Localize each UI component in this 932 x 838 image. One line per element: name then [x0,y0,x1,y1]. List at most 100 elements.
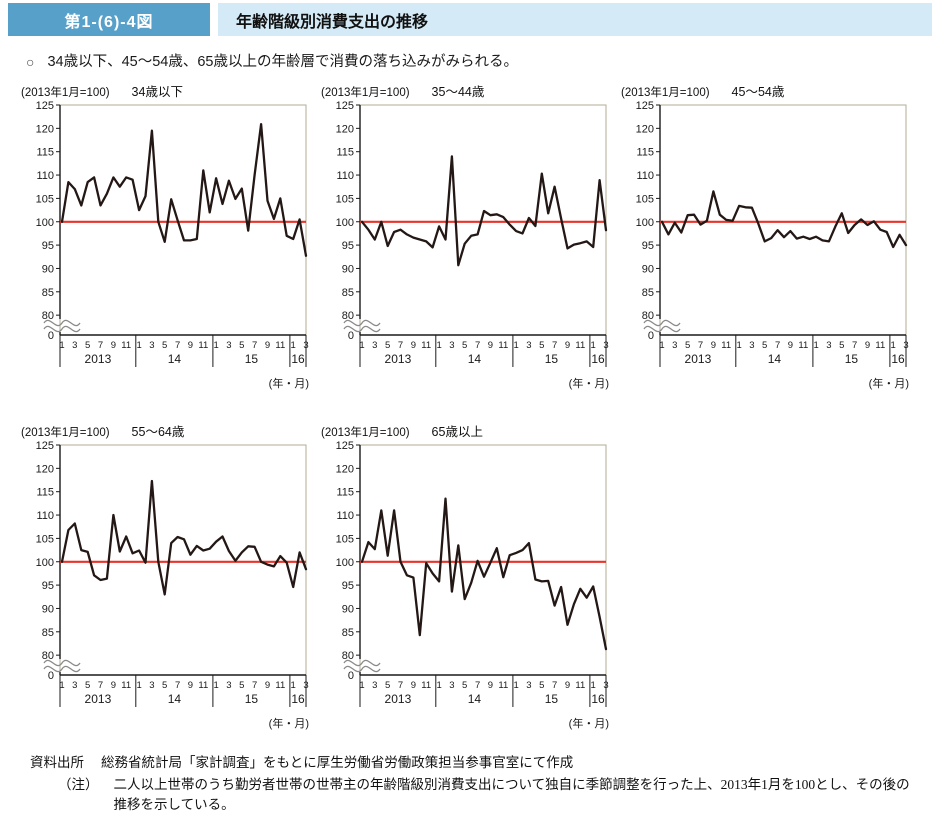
svg-text:7: 7 [398,340,403,351]
chart-title: (2013年1月=100) 55〜64歳 [20,421,312,441]
svg-text:9: 9 [265,340,270,351]
footer: 資料出所 総務省統計局「家計調査」をもとに厚生労働省労働政策担当参事官室にて作成… [30,753,932,816]
age-group-label: 34歳以下 [131,84,183,99]
svg-text:1: 1 [591,340,596,351]
svg-text:1: 1 [436,340,441,351]
svg-text:5: 5 [762,340,767,351]
note-row: （注） 二人以上世帯のうち勤労者世帯の世帯主の年齢階級別消費支出について独自に季… [58,775,932,816]
svg-text:2013: 2013 [385,692,412,706]
svg-text:3: 3 [449,680,454,691]
svg-text:14: 14 [468,352,482,366]
svg-text:11: 11 [498,340,508,351]
svg-text:14: 14 [468,692,482,706]
svg-text:85: 85 [42,287,54,299]
svg-text:5: 5 [85,680,90,691]
axis-break-icon [343,325,381,333]
svg-text:7: 7 [775,340,780,351]
svg-text:7: 7 [175,680,180,691]
summary-line: ○ 34歳以下、45〜54歳、65歳以上の年齢層で消費の落ち込みがみられる。 [26,53,932,72]
svg-text:9: 9 [711,340,716,351]
axis-unit-label: (年・月) [269,716,309,730]
svg-text:3: 3 [749,340,754,351]
svg-text:15: 15 [845,352,859,366]
svg-text:11: 11 [198,340,208,351]
charts-row-2: (2013年1月=100) 55〜64歳 125 120 115 110 105 100 95 9… [20,421,932,737]
svg-text:3: 3 [226,340,231,351]
svg-text:95: 95 [42,240,54,252]
svg-text:120: 120 [36,463,54,475]
svg-text:125: 125 [36,441,54,452]
chart-panel: (2013年1月=100) 65歳以上 125 120 115 110 105 100 95 90… [320,421,612,737]
svg-text:9: 9 [565,680,570,691]
chart-title: (2013年1月=100) 35〜44歳 [320,81,612,101]
y-axis: 125 120 115 110 105 100 95 90 85 80 0 [336,101,381,342]
axis-unit-label: (年・月) [869,376,909,390]
svg-text:1: 1 [359,680,364,691]
figure-number-label: 第1-(6)-4図 [64,13,154,31]
chart-panel: (2013年1月=100) 35〜44歳 125 120 115 110 105 100 95 9… [320,81,612,397]
svg-text:5: 5 [462,680,467,691]
svg-text:9: 9 [488,340,493,351]
svg-text:5: 5 [162,680,167,691]
chart-panel: (2013年1月=100) 45〜54歳 125 120 115 110 105 100 95 9… [620,81,912,397]
svg-text:100: 100 [36,217,54,229]
svg-text:115: 115 [636,147,654,159]
svg-text:11: 11 [575,340,585,351]
age-group-label: 65歳以上 [431,424,483,439]
svg-text:11: 11 [875,340,885,351]
svg-text:14: 14 [168,352,182,366]
svg-text:16: 16 [291,352,305,366]
svg-text:110: 110 [336,510,354,522]
figure-title: 年齢階級別消費支出の推移 [236,13,429,31]
svg-text:7: 7 [698,340,703,351]
axis-break-icon [343,665,381,673]
svg-text:90: 90 [42,263,54,275]
svg-text:9: 9 [188,680,193,691]
svg-text:5: 5 [539,340,544,351]
svg-text:15: 15 [245,352,259,366]
svg-text:105: 105 [36,193,54,205]
svg-text:1: 1 [591,680,596,691]
svg-text:15: 15 [545,352,559,366]
svg-text:3: 3 [449,340,454,351]
svg-text:125: 125 [636,101,654,112]
svg-text:100: 100 [336,557,354,569]
axis-break-icon [643,325,681,333]
svg-text:85: 85 [342,287,354,299]
svg-text:5: 5 [162,340,167,351]
age-group-label: 55〜64歳 [131,424,185,439]
svg-text:105: 105 [636,193,654,205]
source-label: 資料出所 [30,754,84,770]
svg-text:0: 0 [48,330,54,342]
svg-text:1: 1 [359,340,364,351]
svg-text:125: 125 [336,101,354,112]
chart-title: (2013年1月=100) 45〜54歳 [620,81,912,101]
svg-text:85: 85 [342,627,354,639]
svg-text:115: 115 [336,147,354,159]
index-note: (2013年1月=100) [621,86,710,99]
svg-text:7: 7 [852,340,857,351]
svg-text:3: 3 [149,340,154,351]
svg-text:80: 80 [42,650,54,662]
svg-text:80: 80 [42,310,54,322]
svg-text:11: 11 [198,680,208,691]
svg-text:7: 7 [552,340,557,351]
svg-text:7: 7 [475,680,480,691]
axis-break-icon [343,659,381,667]
plot-border [359,104,607,336]
svg-text:7: 7 [252,680,257,691]
svg-text:11: 11 [421,340,431,351]
series-line [60,122,308,257]
svg-text:5: 5 [239,340,244,351]
svg-text:7: 7 [98,340,103,351]
plot-border [59,444,307,676]
svg-text:3: 3 [72,680,77,691]
svg-text:90: 90 [642,263,654,275]
svg-text:95: 95 [342,240,354,252]
plot-border [59,104,307,336]
svg-text:15: 15 [545,692,559,706]
svg-text:11: 11 [575,680,585,691]
svg-text:5: 5 [385,680,390,691]
